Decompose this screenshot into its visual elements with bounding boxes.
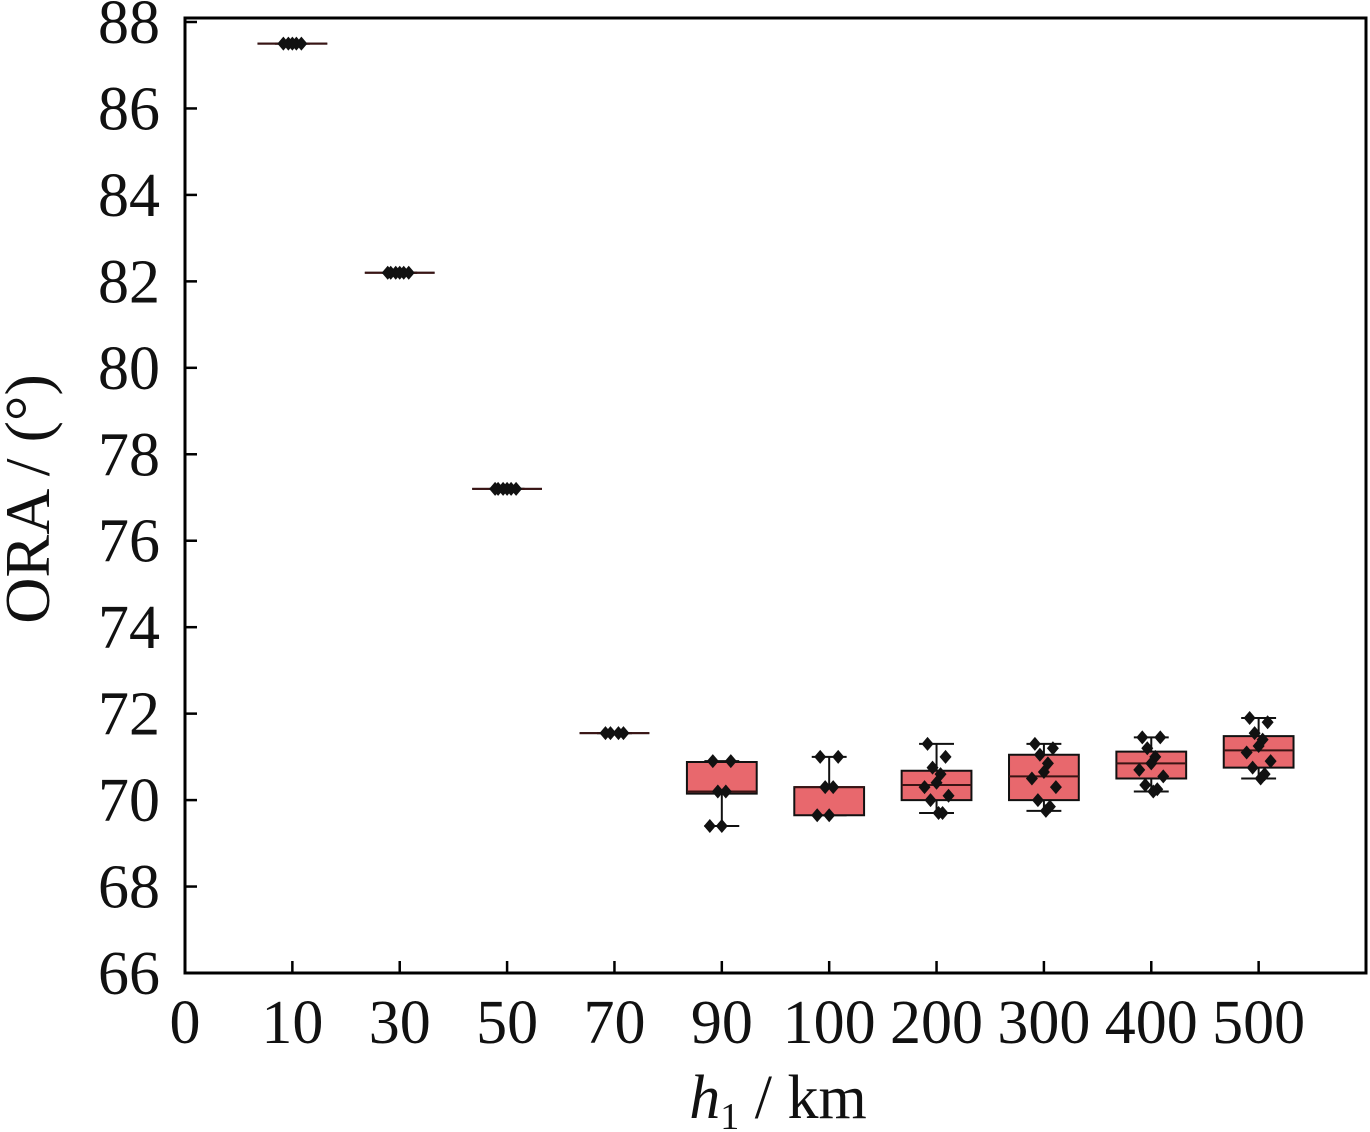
data-point [703,819,716,834]
box-group-90 [685,754,758,834]
data-point [921,736,934,751]
x-axis-label: h1 / km [689,1064,866,1132]
data-point [811,808,824,823]
data-point [1264,754,1277,769]
data-point [489,481,502,496]
box-group-70 [579,726,650,741]
data-point [1033,747,1046,762]
x-axis-label-symbol: h [689,1064,720,1132]
plot-frame [183,16,1368,975]
data-point [1025,771,1038,786]
data-point [381,265,394,280]
data-point [1248,726,1261,741]
y-tick-label: 82 [98,248,160,316]
y-tick-label: 88 [98,0,160,57]
data-point [1254,771,1267,786]
box-group-200 [900,736,973,821]
box-group-500 [1222,710,1295,786]
data-point [1031,793,1044,808]
y-tick-label: 74 [98,594,160,662]
data-point [1154,730,1167,745]
data-point [1133,762,1146,777]
x-axis-label-unit: / km [739,1064,866,1132]
data-point [926,760,939,775]
data-point [819,780,832,795]
x-tick-label: 30 [369,989,431,1057]
box-group-10 [257,36,328,51]
data-point [918,780,931,795]
axes-layer: 66 68 70 72 74 76 78 80 82 84 86 88 0 10 30 50 70 90 100 20… [98,0,1368,1057]
data-point [1261,715,1274,730]
data-point [930,775,943,790]
y-tick-label: 86 [98,75,160,143]
data-point [827,780,840,795]
x-tick-label: 70 [583,989,645,1057]
box-group-50 [472,481,542,496]
box-group-30 [364,265,435,280]
data-point [832,749,845,764]
x-tick-label: 400 [1105,989,1198,1057]
y-axis-label: ORA / (°) [0,374,63,624]
x-tick-label: 90 [691,989,753,1057]
x-axis-label-subscript: 1 [720,1096,739,1132]
data-point [1039,803,1052,818]
y-tick-label: 84 [98,162,160,230]
data-point [1147,784,1160,799]
data-point [604,726,617,741]
data-point [706,754,719,769]
data-point [1145,756,1158,771]
box [685,761,758,795]
box-group-100 [793,749,866,823]
y-tick-label: 78 [98,421,160,489]
data-point [1037,764,1050,779]
data-point [823,808,836,823]
boxes-layer [257,36,1295,834]
data-point [612,726,625,741]
box-group-300 [1008,736,1080,818]
data-point [719,784,732,799]
y-tick-label: 80 [98,335,160,403]
box-group-400 [1115,730,1188,799]
data-point [724,754,737,769]
data-point [711,784,724,799]
data-point [1157,769,1170,784]
y-tick-label: 76 [98,508,160,576]
y-tick-label: 68 [98,854,160,922]
x-tick-label: 300 [997,989,1090,1057]
data-point [932,806,945,821]
data-point [1049,780,1062,795]
data-point [1240,745,1253,760]
data-point [924,793,937,808]
data-point [1139,777,1152,792]
data-point [501,481,514,496]
y-tick-label: 66 [98,940,160,1008]
data-point [942,788,955,803]
y-tick-label: 72 [98,681,160,749]
data-point [1246,760,1259,775]
data-point [715,819,728,834]
data-point [814,749,827,764]
data-point [393,265,406,280]
x-tick-label: 50 [476,989,538,1057]
data-point [1141,741,1154,756]
x-tick-label: 100 [783,989,876,1057]
y-tick-label: 70 [98,767,160,835]
data-point [939,749,952,764]
x-tick-label: 200 [890,989,983,1057]
data-point [1252,739,1265,754]
data-point [1028,736,1041,751]
x-tick-label: 500 [1212,989,1305,1057]
data-point [1136,730,1149,745]
data-point [1243,710,1256,725]
data-point [286,36,299,51]
data-point [1046,741,1059,756]
x-tick-label: 0 [170,989,201,1057]
x-tick-label: 10 [261,989,323,1057]
